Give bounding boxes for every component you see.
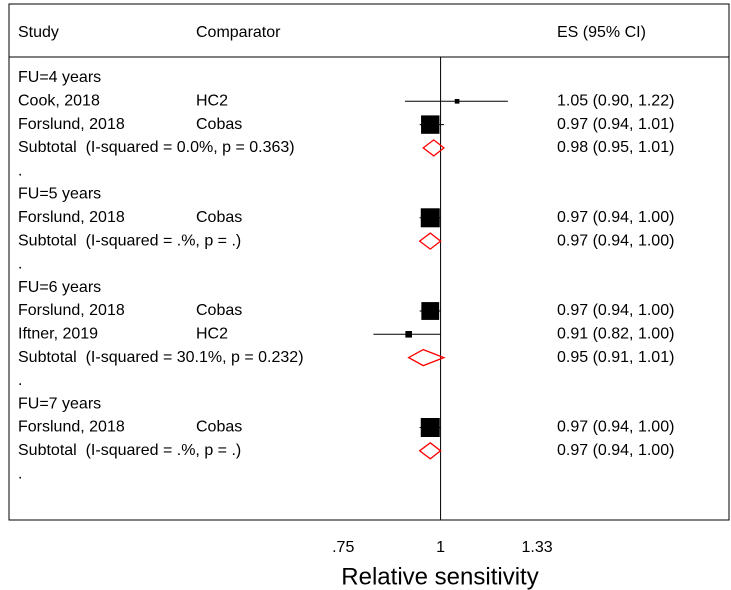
comparator: Cobas <box>196 116 242 133</box>
comparator: Cobas <box>196 209 242 226</box>
subtotal-label: Subtotal (I-squared = .%, p = .) <box>18 232 241 249</box>
column-header: Comparator <box>196 24 281 41</box>
subtotal-diamond <box>407 348 446 367</box>
ci-label: 0.95 (0.91, 1.01) <box>557 349 674 366</box>
ci-label: 0.91 (0.82, 1.00) <box>557 326 674 343</box>
comparator: Cobas <box>196 302 242 319</box>
separator: . <box>18 256 22 273</box>
comparator: HC2 <box>196 326 228 343</box>
study-name: Forslund, 2018 <box>18 209 125 226</box>
group-heading: FU=6 years <box>18 279 101 296</box>
subtotal-label: Subtotal (I-squared = .%, p = .) <box>18 442 241 459</box>
frame <box>8 3 730 521</box>
separator: . <box>18 465 22 482</box>
subtotal-diamond <box>418 441 442 460</box>
group-heading: FU=5 years <box>18 186 101 203</box>
study-name: Forslund, 2018 <box>18 419 125 436</box>
x-tick-label: 1 <box>436 539 445 556</box>
ci-label: 0.97 (0.94, 1.00) <box>557 302 674 319</box>
study-name: Cook, 2018 <box>18 93 100 110</box>
ci-label: 0.98 (0.95, 1.01) <box>557 139 674 156</box>
ci-label: 0.97 (0.94, 1.00) <box>557 419 674 436</box>
subtotal-diamond <box>422 139 445 157</box>
subtotal-label: Subtotal (I-squared = 30.1%, p = 0.232) <box>18 349 304 366</box>
study-name: Iftner, 2019 <box>18 326 98 343</box>
study-square <box>420 208 440 228</box>
ci-label: 0.97 (0.94, 1.00) <box>557 442 674 459</box>
study-square <box>421 115 440 134</box>
ci-label: 0.97 (0.94, 1.01) <box>557 116 674 133</box>
group-heading: FU=4 years <box>18 69 101 86</box>
ci-label: 0.97 (0.94, 1.00) <box>557 232 674 249</box>
column-header: ES (95% CI) <box>557 24 646 41</box>
study-square <box>405 331 412 338</box>
study-square <box>420 418 440 437</box>
x-tick-label: 1.33 <box>521 539 552 556</box>
x-axis-label: Relative sensitivity <box>341 563 538 590</box>
study-square <box>421 302 440 320</box>
comparator: Cobas <box>196 419 242 436</box>
comparator: HC2 <box>196 93 228 110</box>
ci-label: 1.05 (0.90, 1.22) <box>557 93 674 110</box>
separator: . <box>18 162 22 179</box>
subtotal-label: Subtotal (I-squared = 0.0%, p = 0.363) <box>18 139 295 156</box>
x-tick-label: .75 <box>332 539 354 556</box>
group-heading: FU=7 years <box>18 395 101 412</box>
study-name: Forslund, 2018 <box>18 116 125 133</box>
column-header: Study <box>18 24 59 41</box>
study-square <box>454 98 460 104</box>
study-name: Forslund, 2018 <box>18 302 125 319</box>
ci-label: 0.97 (0.94, 1.00) <box>557 209 674 226</box>
separator: . <box>18 372 22 389</box>
subtotal-diamond <box>418 232 442 250</box>
